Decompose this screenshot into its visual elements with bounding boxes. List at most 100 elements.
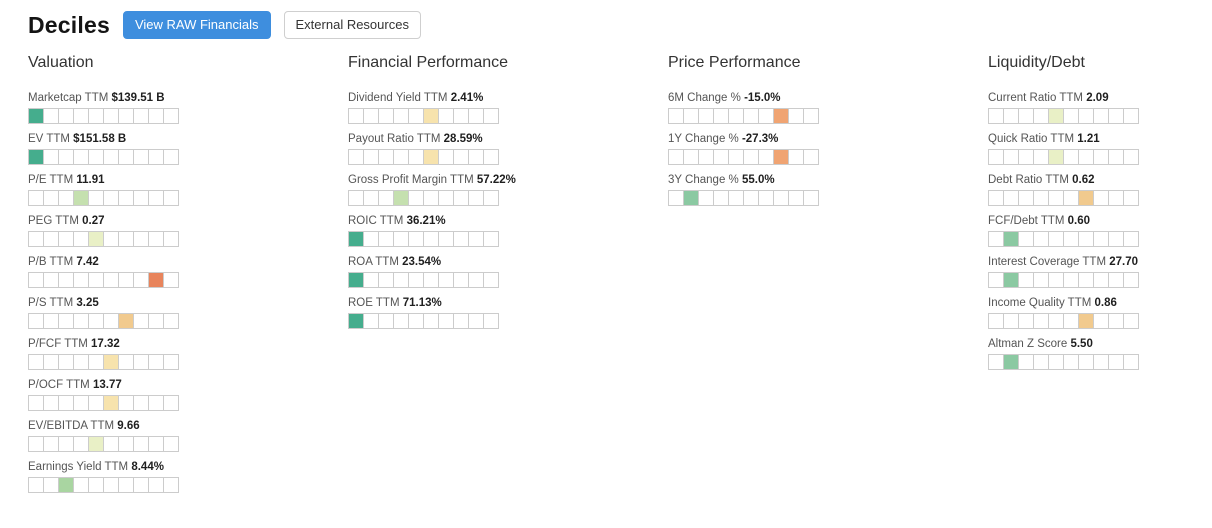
metric-label: Interest Coverage TTM 27.70 (988, 256, 1150, 268)
decile-cell (148, 354, 164, 370)
metric-name: EV/EBITDA TTM (28, 420, 118, 432)
decile-row (28, 477, 190, 493)
decile-cell (988, 149, 1004, 165)
decile-cell (163, 313, 179, 329)
column-header: Price Performance (668, 54, 801, 71)
decile-cell-active (28, 108, 44, 124)
decile-cell (58, 354, 74, 370)
decile-cell (348, 108, 364, 124)
decile-row (28, 313, 190, 329)
metric-value: 55.0% (741, 174, 775, 186)
metric-label: Marketcap TTM $139.51 B (28, 92, 190, 104)
decile-cell (483, 231, 499, 247)
metric-value: 0.86 (1094, 297, 1117, 309)
decile-cell (73, 231, 89, 247)
decile-row (988, 190, 1150, 206)
decile-row (668, 149, 830, 165)
decile-cell (118, 149, 134, 165)
decile-cell (363, 313, 379, 329)
metric-value: 57.22% (476, 174, 516, 186)
decile-cell (118, 477, 134, 493)
metric-name: Income Quality TTM (988, 297, 1095, 309)
decile-cell (133, 436, 149, 452)
decile-cell (683, 149, 699, 165)
metric-gross-profit-margin-ttm: Gross Profit Margin TTM 57.22% (348, 174, 516, 206)
decile-cell (988, 272, 1004, 288)
decile-cell-active (348, 272, 364, 288)
metric-p-s-ttm: P/S TTM 3.25 (28, 297, 190, 329)
metric-label: P/E TTM 11.91 (28, 174, 190, 186)
decile-cell (378, 272, 394, 288)
decile-cell (728, 149, 744, 165)
decile-cell-active (88, 231, 104, 247)
metric-column-financial-performance: Financial Performance Dividend Yield TTM … (348, 54, 516, 502)
decile-cell (133, 272, 149, 288)
metric-p-b-ttm: P/B TTM 7.42 (28, 256, 190, 288)
decile-cell (468, 272, 484, 288)
decile-row (668, 108, 830, 124)
decile-cell-active (1078, 190, 1094, 206)
decile-cell (148, 231, 164, 247)
metric-current-ratio-ttm: Current Ratio TTM 2.09 (988, 92, 1150, 124)
decile-cell (28, 231, 44, 247)
deciles-grid: Valuation Marketcap TTM $139.51 B EV TTM $… (0, 54, 1212, 502)
metric-value: 0.27 (82, 215, 105, 227)
decile-cell (163, 190, 179, 206)
decile-cell (683, 108, 699, 124)
decile-row (668, 190, 830, 206)
decile-cell (408, 272, 424, 288)
decile-cell (118, 354, 134, 370)
decile-cell (43, 149, 59, 165)
decile-cell (1033, 149, 1049, 165)
decile-cell (163, 436, 179, 452)
decile-cell (348, 190, 364, 206)
metric-name: ROIC TTM (348, 215, 407, 227)
metric-label: Altman Z Score 5.50 (988, 338, 1150, 350)
view-raw-financials-button[interactable]: View RAW Financials (122, 11, 271, 39)
decile-cell (408, 231, 424, 247)
decile-cell-active (1003, 354, 1019, 370)
decile-cell (28, 436, 44, 452)
decile-cell (43, 190, 59, 206)
decile-cell (743, 108, 759, 124)
metric-value: 3.25 (76, 297, 99, 309)
decile-cell (1048, 354, 1064, 370)
decile-cell (758, 190, 774, 206)
metric-value: 27.70 (1109, 256, 1139, 268)
metric-label: 6M Change % -15.0% (668, 92, 830, 104)
metric-altman-z-score: Altman Z Score 5.50 (988, 338, 1150, 370)
metric-earnings-yield-ttm: Earnings Yield TTM 8.44% (28, 461, 190, 493)
decile-cell (713, 108, 729, 124)
decile-cell (1108, 108, 1124, 124)
decile-row (28, 108, 190, 124)
decile-cell (118, 108, 134, 124)
metric-name: 6M Change % (668, 92, 745, 104)
decile-cell (1018, 272, 1034, 288)
decile-cell (1123, 354, 1139, 370)
decile-cell (423, 190, 439, 206)
decile-cell (1018, 149, 1034, 165)
metric-3y-change: 3Y Change % 55.0% (668, 174, 830, 206)
decile-cell (118, 395, 134, 411)
metric-value: 2.41% (450, 92, 484, 104)
decile-cell-active (103, 354, 119, 370)
decile-cell (483, 272, 499, 288)
decile-row (28, 190, 190, 206)
decile-cell (1123, 313, 1139, 329)
decile-cell (103, 436, 119, 452)
metric-value: 5.50 (1070, 338, 1093, 350)
decile-cell (163, 354, 179, 370)
decile-cell (1048, 272, 1064, 288)
decile-cell (148, 395, 164, 411)
decile-cell (133, 313, 149, 329)
decile-cell (1108, 190, 1124, 206)
metric-dividend-yield-ttm: Dividend Yield TTM 2.41% (348, 92, 510, 124)
external-resources-button[interactable]: External Resources (283, 11, 421, 39)
decile-cell (1033, 272, 1049, 288)
metric-label: ROE TTM 71.13% (348, 297, 510, 309)
metric-label: P/FCF TTM 17.32 (28, 338, 190, 350)
decile-row (988, 149, 1150, 165)
metric-name: Payout Ratio TTM (348, 133, 444, 145)
decile-cell (133, 108, 149, 124)
decile-cell (1018, 190, 1034, 206)
